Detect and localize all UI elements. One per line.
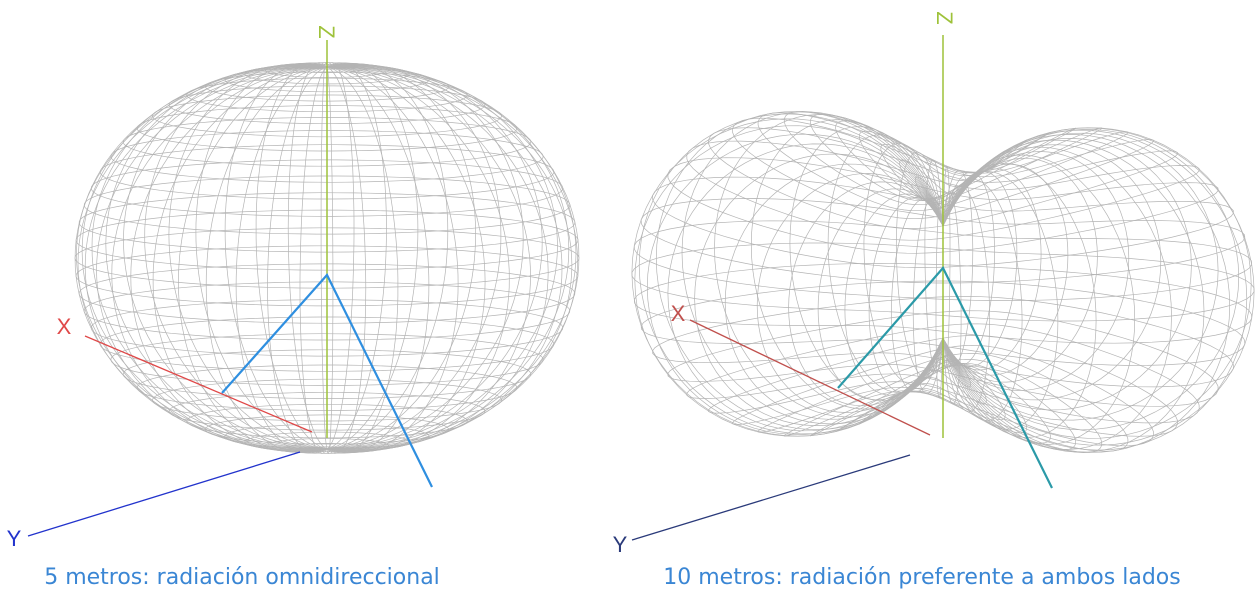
y-axis xyxy=(632,455,910,540)
mesh-line xyxy=(145,64,327,449)
mesh-line xyxy=(757,174,943,413)
mesh-line xyxy=(327,67,333,453)
mesh-line xyxy=(300,67,327,453)
scene: Z X Y 5 metros: radiación omnidirecciona… xyxy=(0,0,1257,594)
mesh-line xyxy=(82,66,327,449)
mesh-line xyxy=(225,63,327,449)
mesh-line xyxy=(268,67,328,453)
z-label: Z xyxy=(314,25,339,38)
y-label: Y xyxy=(7,526,22,551)
y-label: Y xyxy=(613,532,628,557)
mesh-line xyxy=(236,67,327,453)
mesh-line xyxy=(327,63,354,449)
mesh-line xyxy=(327,67,429,453)
mesh-line xyxy=(327,67,485,452)
x-label: X xyxy=(57,314,72,339)
mesh-line xyxy=(327,63,387,449)
mesh-line xyxy=(925,160,943,372)
mesh-line xyxy=(682,112,943,424)
mesh-line xyxy=(943,140,1204,452)
y-axis xyxy=(28,452,300,536)
mesh-line xyxy=(943,152,1129,391)
mesh-line xyxy=(327,67,509,452)
mesh-line xyxy=(169,64,327,449)
mesh-line xyxy=(327,63,418,449)
x-label: X xyxy=(671,301,686,326)
mesh-line xyxy=(321,63,327,449)
mesh-line xyxy=(256,63,327,449)
z-label: Z xyxy=(932,11,957,24)
mesh-line xyxy=(327,63,448,449)
mesh-line xyxy=(327,67,572,450)
caption: 10 metros: radiación preferente a ambos … xyxy=(663,565,1180,590)
caption: 5 metros: radiación omnidireccional xyxy=(44,565,440,590)
